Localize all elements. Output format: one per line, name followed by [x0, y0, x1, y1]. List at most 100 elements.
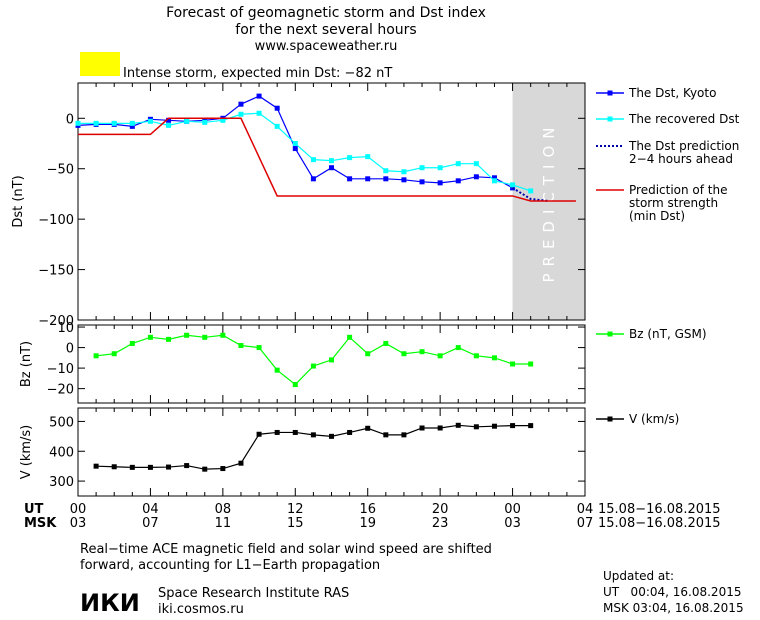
y-tick-label: 10 [57, 321, 74, 336]
legend-label: The Dst, Kyoto [628, 86, 716, 100]
data-point [202, 467, 207, 472]
series-line [96, 335, 531, 384]
legend-label: storm strength [629, 196, 718, 210]
data-point [257, 432, 262, 437]
msk-label: MSK [24, 516, 57, 531]
msk-tick-label: 19 [359, 516, 376, 531]
series-line [96, 425, 531, 469]
ut-tick-label: 16 [359, 502, 376, 517]
data-point [220, 466, 225, 471]
legend-marker [608, 417, 613, 422]
msk-tick-label: 03 [70, 516, 87, 531]
data-point [166, 465, 171, 470]
y-tick-label: −50 [47, 163, 74, 178]
y-tick-label: 0 [66, 112, 74, 127]
msk-tick-label: 23 [432, 516, 449, 531]
data-point [311, 432, 316, 437]
data-point [528, 362, 533, 367]
data-point [474, 353, 479, 358]
data-point [275, 430, 280, 435]
plot-frame [78, 325, 585, 403]
y-axis-label: V (km/s) [19, 425, 34, 480]
data-point [130, 121, 135, 126]
data-point [365, 426, 370, 431]
data-point [311, 364, 316, 369]
y-tick-label: 300 [49, 475, 74, 490]
ut-tick-label: 08 [215, 502, 232, 517]
data-point [130, 465, 135, 470]
data-point [275, 368, 280, 373]
data-point [438, 165, 443, 170]
ut-tick-label: 20 [432, 502, 449, 517]
data-point [184, 119, 189, 124]
y-axis-label: Bz (nT) [19, 341, 34, 387]
data-point [293, 430, 298, 435]
data-point [456, 178, 461, 183]
data-point [510, 362, 515, 367]
updated-ut: UT 00:04, 16.08.2015 [603, 585, 741, 599]
data-point [112, 464, 117, 469]
data-point [112, 351, 117, 356]
data-point [438, 425, 443, 430]
data-point [438, 180, 443, 185]
data-point [238, 461, 243, 466]
storm-level-swatch [80, 52, 120, 76]
data-point [238, 102, 243, 107]
data-point [112, 121, 117, 126]
data-point [510, 423, 515, 428]
msk-tick-label: 11 [215, 516, 232, 531]
data-point [383, 432, 388, 437]
dst-panel: PREDICTION0−50−100−150−200Dst (nT) [11, 83, 585, 329]
iki-logo: ИКИ [80, 589, 140, 617]
data-point [329, 434, 334, 439]
time-axis: UTMSK0004081216200004030711151923030715.… [24, 502, 721, 531]
data-point [492, 424, 497, 429]
data-point [420, 179, 425, 184]
data-point [184, 333, 189, 338]
data-point [94, 353, 99, 358]
msk-tick-label: 03 [504, 516, 521, 531]
y-tick-label: −150 [38, 264, 74, 279]
chart-title-line2: for the next several hours [235, 22, 416, 38]
ut-label: UT [24, 502, 44, 517]
legend-label: 2−4 hours ahead [629, 152, 733, 166]
data-point [528, 188, 533, 193]
data-point [202, 120, 207, 125]
data-point [401, 177, 406, 182]
data-point [528, 423, 533, 428]
msk-tick-label: 07 [577, 516, 594, 531]
data-point [456, 345, 461, 350]
plot-frame [78, 83, 585, 320]
data-point [76, 121, 81, 126]
ut-tick-label: 00 [70, 502, 87, 517]
data-point [220, 333, 225, 338]
y-tick-label: 0 [66, 342, 74, 357]
legend-label: (min Dst) [629, 209, 685, 223]
data-point [492, 178, 497, 183]
data-point [293, 141, 298, 146]
data-point [293, 382, 298, 387]
y-tick-label: −20 [47, 383, 74, 398]
data-point [383, 168, 388, 173]
data-point [94, 121, 99, 126]
data-point [148, 119, 153, 124]
data-point [438, 353, 443, 358]
data-point [456, 423, 461, 428]
data-point [365, 351, 370, 356]
y-axis-label: Dst (nT) [11, 175, 26, 227]
data-point [275, 124, 280, 129]
legend-label: The Dst prediction [628, 139, 739, 153]
data-point [474, 174, 479, 179]
data-point [456, 161, 461, 166]
data-point [365, 154, 370, 159]
data-point [329, 158, 334, 163]
date-range-ut: 15.08−16.08.2015 [598, 502, 721, 517]
updated-label: Updated at: [603, 569, 674, 583]
ut-tick-label: 04 [142, 502, 159, 517]
data-point [202, 335, 207, 340]
bz-panel: 100−10−20Bz (nT) [19, 321, 585, 403]
data-point [347, 155, 352, 160]
data-point [329, 165, 334, 170]
data-point [420, 349, 425, 354]
